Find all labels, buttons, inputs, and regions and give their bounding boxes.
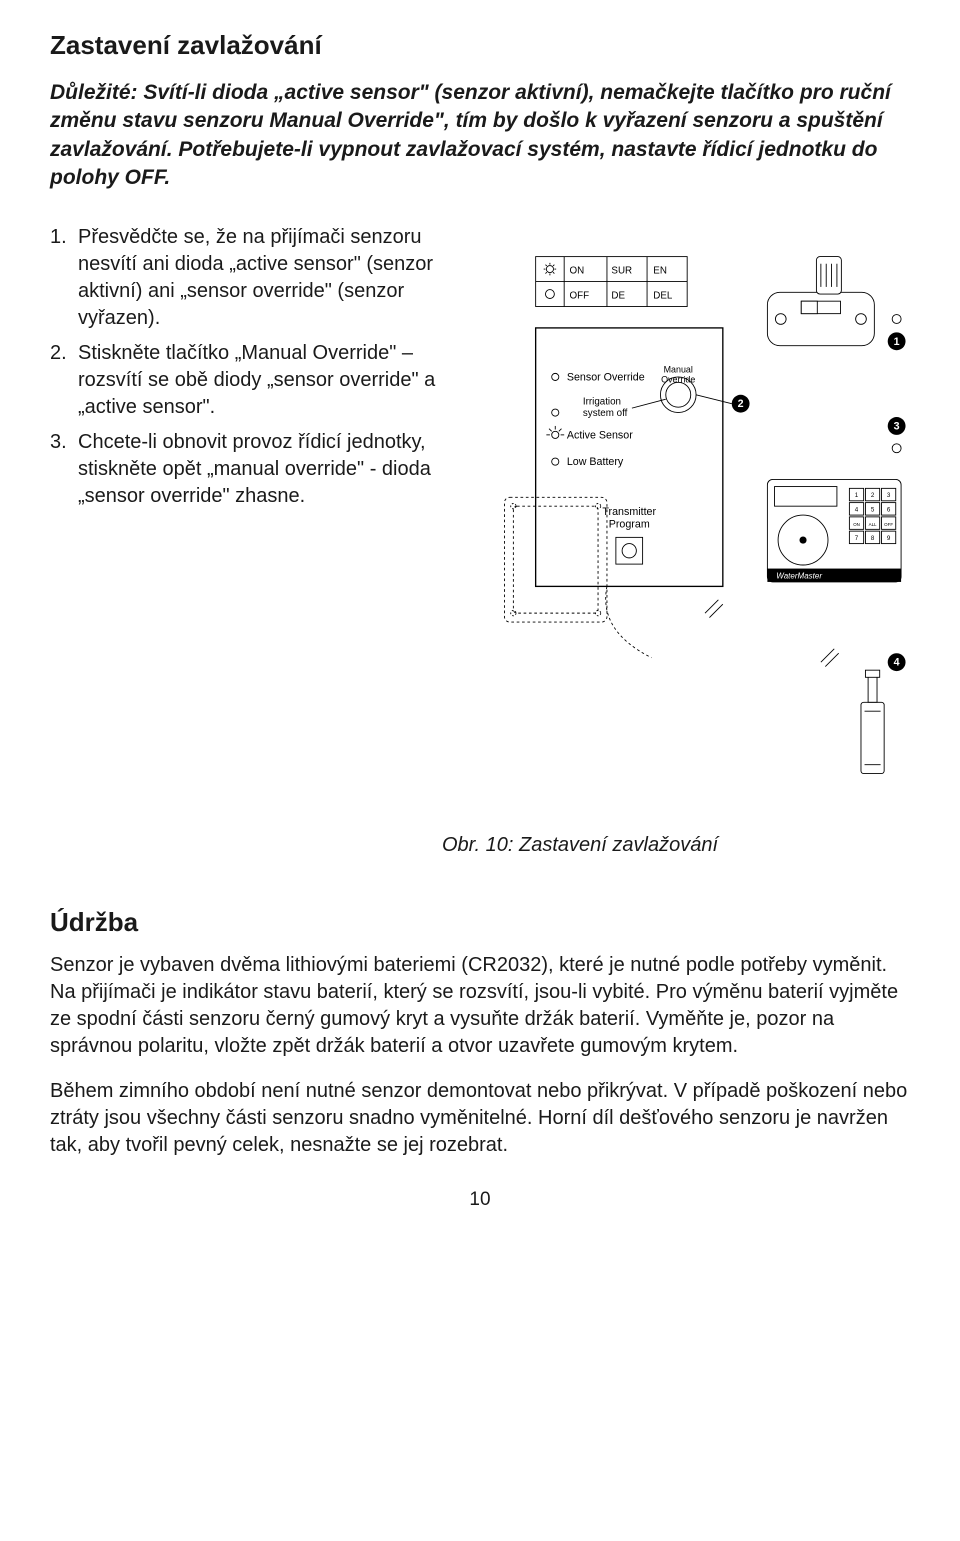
label-transmitter: Transmitter	[602, 506, 656, 518]
svg-text:7: 7	[855, 535, 859, 542]
maintenance-title: Údržba	[50, 907, 910, 938]
svg-text:1: 1	[894, 336, 900, 348]
svg-text:4: 4	[894, 657, 900, 669]
svg-text:3: 3	[894, 421, 900, 433]
svg-text:5: 5	[871, 507, 875, 514]
steps-column: Přesvědčte se, že na přijímači senzoru n…	[50, 224, 480, 518]
switch-on: ON	[570, 266, 585, 277]
figure-svg: ON SUR EN OFF DE DEL	[500, 224, 910, 824]
maintenance-p1: Senzor je vybaven dvěma lithiovými bater…	[50, 952, 910, 1060]
switch-table: ON SUR EN OFF DE DEL	[536, 257, 688, 307]
svg-text:ALL: ALL	[869, 522, 877, 527]
sprinkler-icon	[861, 671, 884, 774]
wire-break-icon	[705, 600, 723, 618]
step-2: Stiskněte tlačítko „Manual Override" – r…	[50, 340, 480, 421]
figure-caption: Obr. 10: Zastavení zavlažování	[250, 834, 910, 857]
switch-sur: SUR	[611, 266, 632, 277]
page-title: Zastavení zavlažování	[50, 30, 910, 61]
svg-text:OFF: OFF	[884, 522, 893, 527]
switch-del: DEL	[653, 291, 673, 302]
screw-icon	[892, 315, 901, 324]
label-override: Override	[661, 375, 695, 385]
receiver-panel: Sensor Override Irrigation system off Ac…	[536, 328, 723, 586]
label-program: Program	[609, 519, 650, 531]
label-irrigation-off-1: Irrigation	[583, 397, 621, 408]
svg-text:6: 6	[887, 507, 891, 514]
svg-text:8: 8	[871, 535, 875, 542]
svg-text:4: 4	[855, 507, 859, 514]
svg-text:1: 1	[855, 493, 859, 500]
maintenance-p2: Během zimního období není nutné senzor d…	[50, 1078, 910, 1159]
switch-off: OFF	[570, 291, 590, 302]
step-3: Chcete-li obnovit provoz řídicí jednotky…	[50, 429, 480, 510]
switch-en: EN	[653, 266, 667, 277]
important-note: Důležité: Svítí-li dioda „active sensor"…	[50, 79, 910, 192]
controller-keypad: 1 2 3 4 5 6 ON ALL OFF 7 8 9 WaterMaster	[767, 480, 901, 583]
figure-column: ON SUR EN OFF DE DEL	[500, 224, 910, 824]
label-active-sensor: Active Sensor	[567, 430, 633, 442]
svg-text:9: 9	[887, 535, 891, 542]
label-low-battery: Low Battery	[567, 457, 624, 469]
screw-icon	[892, 444, 901, 453]
svg-text:2: 2	[738, 399, 744, 411]
step-1: Přesvědčte se, že na přijímači senzoru n…	[50, 224, 480, 332]
pipe-break-icon	[821, 649, 839, 667]
instruction-row: Přesvědčte se, že na přijímači senzoru n…	[50, 224, 910, 824]
svg-text:3: 3	[887, 493, 891, 500]
svg-text:2: 2	[871, 493, 875, 500]
switch-de: DE	[611, 291, 625, 302]
label-sensor-override: Sensor Override	[567, 372, 645, 384]
page-number: 10	[50, 1189, 910, 1211]
brand-label: WaterMaster	[776, 572, 822, 581]
label-manual: Manual	[664, 365, 693, 375]
rain-sensor	[767, 257, 874, 346]
wire-dash	[606, 587, 652, 658]
svg-text:ON: ON	[853, 522, 860, 527]
label-irrigation-off-2: system off	[583, 409, 628, 420]
